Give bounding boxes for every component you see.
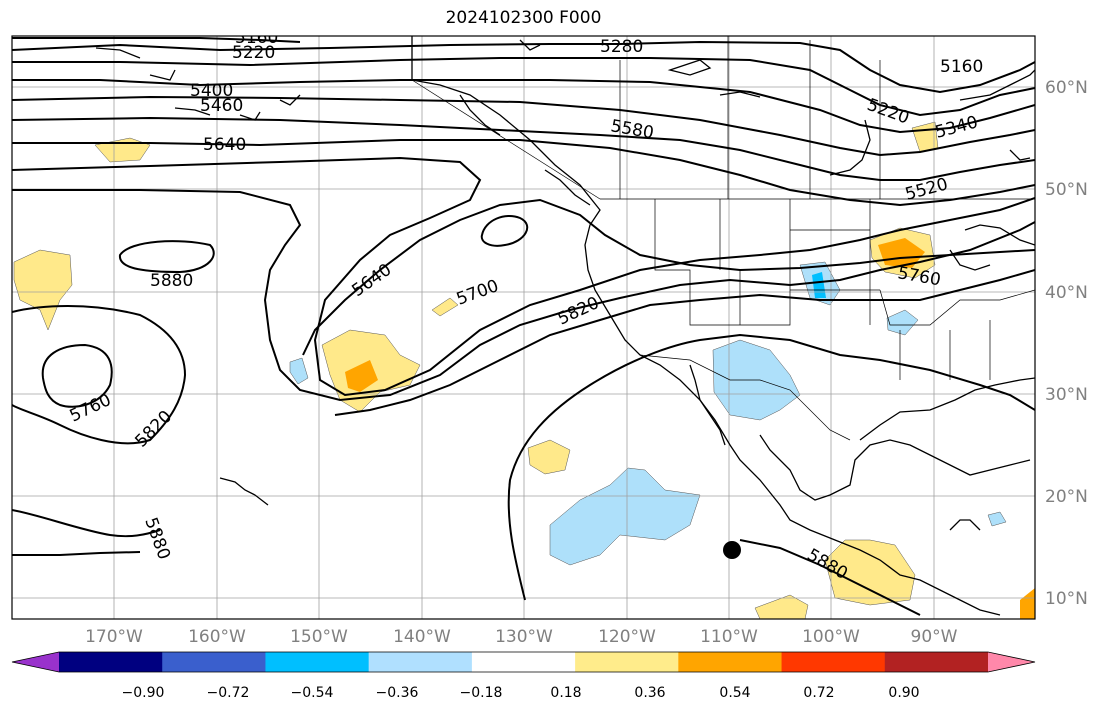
anomaly-region-neg <box>289 357 309 385</box>
anomaly-region-neg <box>549 467 701 566</box>
graticule <box>12 36 1035 619</box>
lon-label: 170°W <box>85 627 143 647</box>
lon-label: 120°W <box>598 627 656 647</box>
contour-label: 5160 <box>940 57 983 77</box>
anomaly-region-neg <box>987 511 1007 527</box>
lon-label: 90°W <box>911 627 958 647</box>
lat-label: 60°N <box>1045 78 1088 98</box>
latitude-labels: 60°N 50°N 40°N 30°N 20°N 10°N <box>1045 78 1088 609</box>
colorbar-swatch <box>162 652 266 672</box>
anomaly-region-pos <box>878 238 925 268</box>
colorbar-swatch <box>265 652 370 672</box>
colorbar-tick-label: −0.54 <box>291 685 334 701</box>
lon-label: 150°W <box>290 627 348 647</box>
lon-label: 130°W <box>495 627 553 647</box>
coastlines <box>95 36 1035 616</box>
colorbar-tick-label: 0.72 <box>803 685 834 701</box>
contour-label: 5460 <box>200 96 243 116</box>
colorbar-extend-high <box>988 652 1035 672</box>
anomaly-region-pos <box>824 539 916 606</box>
contour-label: 5280 <box>600 37 643 57</box>
colorbar-tick-labels: −0.90 −0.72 −0.54 −0.36 −0.18 0.18 0.36 … <box>122 685 920 701</box>
lon-label: 160°W <box>188 627 246 647</box>
colorbar-swatch <box>781 652 886 672</box>
colorbar-tick-label: −0.72 <box>207 685 250 701</box>
colorbar-swatch <box>59 652 163 672</box>
longitude-labels: 170°W 160°W 150°W 140°W 130°W 120°W 110°… <box>85 627 958 647</box>
anomaly-region-pos <box>13 249 73 331</box>
contour-label: 5880 <box>150 271 193 291</box>
colorbar-tick-label: −0.90 <box>122 685 165 701</box>
page-title: 2024102300 F000 <box>445 8 602 28</box>
anomaly-region-neg <box>886 309 919 336</box>
lat-label: 40°N <box>1045 283 1088 303</box>
anomaly-region-pos <box>345 360 378 392</box>
contour-label: 5220 <box>232 43 275 63</box>
colorbar-swatch <box>884 652 989 672</box>
colorbar-swatch <box>471 652 576 672</box>
map-frame <box>11 35 1036 620</box>
colorbar-tick-label: −0.36 <box>376 685 419 701</box>
colorbar-swatch <box>575 652 679 672</box>
contour-label: 5400 <box>190 81 233 101</box>
lat-label: 30°N <box>1045 385 1088 405</box>
colorbar-extend-low <box>12 652 59 672</box>
lon-label: 140°W <box>393 627 451 647</box>
colorbar-tick-label: 0.18 <box>550 685 581 701</box>
lon-label: 110°W <box>700 627 758 647</box>
map-panel: 5160 5220 5280 5160 5400 5460 5220 5340 … <box>11 28 1036 620</box>
lon-label: 100°W <box>802 627 860 647</box>
anomaly-region-pos <box>527 439 571 475</box>
colorbar-outline <box>11 651 1036 673</box>
anomaly-region-neg <box>812 272 826 298</box>
storm-center-marker <box>723 541 741 559</box>
anomaly-region-pos <box>754 594 809 619</box>
colorbar-tick-label: 0.54 <box>719 685 750 701</box>
colorbar-swatch <box>678 652 783 672</box>
lat-label: 10°N <box>1045 589 1088 609</box>
colorbar-tick-label: 0.36 <box>634 685 665 701</box>
anomaly-region-pos <box>1020 588 1035 619</box>
contour-label: 5640 <box>203 135 246 155</box>
colorbar-tick-label: −0.18 <box>460 685 503 701</box>
colorbar: −0.90 −0.72 −0.54 −0.36 −0.18 0.18 0.36 … <box>11 651 1036 701</box>
lat-label: 20°N <box>1045 487 1088 507</box>
colorbar-swatch <box>368 652 473 672</box>
colorbar-tick-label: 0.90 <box>888 685 919 701</box>
anomaly-region-pos <box>431 297 459 317</box>
contour-label: 5160 <box>235 28 278 48</box>
height-contours <box>12 37 1035 616</box>
lat-label: 50°N <box>1045 180 1088 200</box>
